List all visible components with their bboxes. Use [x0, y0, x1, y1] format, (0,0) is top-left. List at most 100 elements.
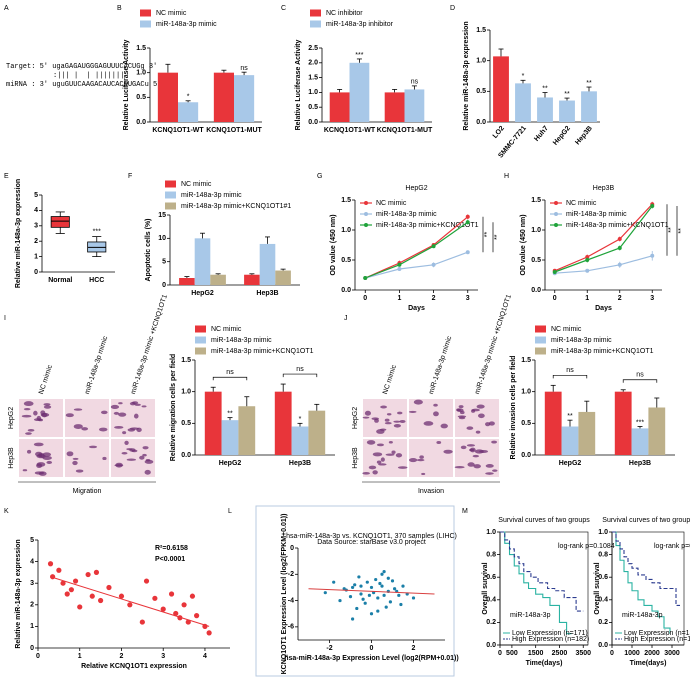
x-tick-label: KCNQ1OT1-WT [324, 127, 376, 134]
y-tick-label: 1.5 [476, 27, 486, 34]
cell [25, 432, 32, 435]
legend-label: miR-148a-3p mimic+KCNQ1OT1 [551, 348, 654, 355]
point [338, 598, 342, 603]
legend-marker [554, 201, 558, 205]
cell [46, 460, 53, 464]
cell [388, 440, 393, 444]
bar [259, 243, 276, 285]
bar [179, 278, 195, 285]
bar [329, 92, 350, 122]
image-row-label: HepG2 [352, 407, 359, 429]
cell [73, 424, 83, 429]
plot-frame [611, 531, 685, 646]
series-line [365, 251, 468, 279]
y-tick-label: 0.8 [598, 551, 608, 558]
bar [631, 428, 649, 455]
point [585, 268, 590, 273]
cell [380, 457, 385, 462]
cell [476, 404, 485, 409]
bar [210, 274, 226, 285]
point [89, 593, 95, 599]
y-axis-label: Relative miR-148a-3p expression [15, 539, 22, 648]
plot-frame [499, 531, 589, 646]
point [152, 595, 158, 601]
legend-label: High Expression (n=182) [512, 636, 589, 643]
y-tick-label: 2.0 [308, 60, 318, 67]
significance: ** [567, 413, 573, 420]
significance: ** [484, 232, 491, 238]
point [585, 255, 590, 259]
cell [379, 428, 387, 431]
panel-label: M [462, 508, 468, 515]
target-sequence: Target: 5' ugaGAGAUGGGAGUUUCACUGg 3' [6, 63, 157, 71]
panel-label: C [281, 5, 286, 12]
x-tick-label: 0 [363, 295, 367, 302]
x-tick-label: -2 [326, 645, 332, 652]
point [552, 270, 557, 274]
point [367, 593, 371, 597]
cell [115, 462, 123, 468]
y-tick-label: 0.0 [136, 119, 146, 126]
point [388, 600, 392, 604]
survival-curve [500, 531, 584, 612]
cell [485, 472, 494, 475]
y-tick-label: 4 [30, 558, 34, 565]
x-tick-label: 1000 [624, 650, 640, 657]
y-tick-label: 1 [30, 623, 34, 630]
y-axis-label: Relative Luciferase Activity [123, 40, 130, 131]
bar [537, 97, 553, 122]
cell [75, 469, 84, 473]
image-row-label: HepG2 [8, 407, 15, 429]
y-tick-label: 4 [34, 207, 38, 214]
cell [433, 403, 438, 407]
micrograph [409, 439, 453, 477]
chart-title: HepG2 [405, 185, 427, 192]
chart-subtitle: Data Source: starBase v3.0 project [317, 539, 426, 546]
legend-label: NC mimic [211, 326, 242, 333]
annotation: P<0.0001 [155, 556, 185, 563]
legend-label: NC mimic [566, 200, 597, 207]
bar [561, 426, 579, 455]
legend-label: miR-148a-3p inhibitor [326, 21, 394, 28]
cell [436, 440, 442, 444]
y-tick-label: 0.6 [598, 574, 608, 581]
y-tick-label: 2 [34, 238, 38, 245]
legend-label: miR-148a-3p mimic [376, 211, 437, 218]
cell [459, 410, 465, 415]
y-tick-label: 0.5 [531, 257, 541, 264]
legend-label: NC mimic [376, 200, 407, 207]
x-tick-label: 4 [203, 653, 207, 660]
image-caption: Migration [73, 488, 102, 495]
point [465, 250, 470, 255]
legend-label: miR-148a-3p mimic+KCNQ1OT1#1 [181, 203, 291, 210]
y-axis-label: Overall survival [594, 562, 601, 614]
point [139, 619, 145, 625]
legend-swatch [310, 9, 321, 17]
y-tick-label: 1.5 [341, 197, 351, 204]
mirna-sequence: miRNA : 3' uguGUUCAAGACAUCACUUGACu 5' [6, 81, 161, 89]
point [369, 585, 374, 590]
point [359, 584, 363, 588]
point [351, 585, 355, 590]
bar [581, 91, 597, 122]
y-tick-label: 3 [34, 223, 38, 230]
cell [475, 430, 481, 434]
survival-curve [500, 531, 572, 635]
y-tick-label: 1.5 [308, 74, 318, 81]
cell [460, 445, 467, 450]
cell [419, 455, 424, 459]
point [376, 609, 380, 613]
y-tick-label: 0.0 [476, 119, 486, 126]
bar [559, 100, 575, 122]
y-tick-label: 1.5 [531, 197, 541, 204]
y-tick-label: 1.0 [476, 58, 486, 65]
bracket [282, 373, 318, 378]
cell [126, 448, 133, 451]
cell [471, 409, 476, 413]
panel-l-frame [255, 505, 455, 677]
cell [124, 440, 129, 445]
cell [43, 405, 52, 409]
x-tick-label: 0 [498, 650, 502, 657]
survival-curve [612, 531, 671, 634]
